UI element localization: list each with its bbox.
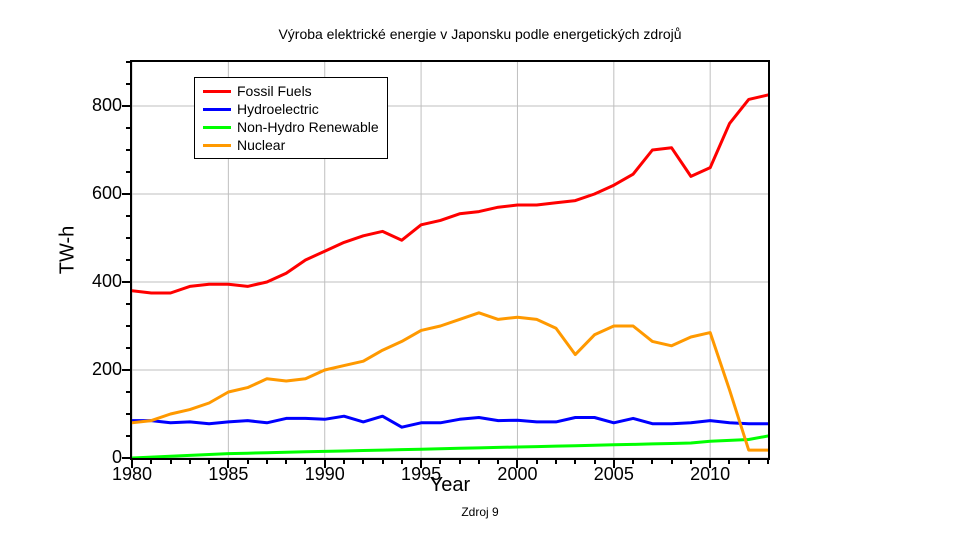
tick-mark xyxy=(122,105,130,107)
tick-mark xyxy=(126,83,130,85)
tick-mark xyxy=(401,460,403,464)
tick-mark xyxy=(126,347,130,349)
tick-mark xyxy=(208,460,210,464)
tick-mark xyxy=(126,127,130,129)
tick-mark xyxy=(536,460,538,464)
legend-swatch xyxy=(203,90,231,93)
legend-label: Fossil Fuels xyxy=(237,83,312,99)
legend-item: Non-Hydro Renewable xyxy=(203,118,379,136)
tick-mark xyxy=(478,460,480,464)
tick-mark xyxy=(555,460,557,464)
tick-mark xyxy=(343,460,345,464)
tick-mark xyxy=(227,460,229,468)
tick-mark xyxy=(594,460,596,464)
tick-mark xyxy=(126,413,130,415)
tick-mark xyxy=(439,460,441,464)
tick-mark xyxy=(671,460,673,464)
y-tick-label: 600 xyxy=(82,183,122,204)
tick-mark xyxy=(613,460,615,468)
tick-mark xyxy=(324,460,326,468)
caption-top: Výroba elektrické energie v Japonsku pod… xyxy=(0,26,960,42)
y-tick-label: 800 xyxy=(82,95,122,116)
tick-mark xyxy=(690,460,692,464)
tick-mark xyxy=(122,369,130,371)
tick-mark xyxy=(126,215,130,217)
legend-label: Hydroelectric xyxy=(237,101,319,117)
tick-mark xyxy=(126,149,130,151)
tick-mark xyxy=(126,303,130,305)
legend-label: Non-Hydro Renewable xyxy=(237,119,379,135)
tick-mark xyxy=(126,435,130,437)
tick-mark xyxy=(420,460,422,468)
tick-mark xyxy=(285,460,287,464)
y-axis-label: TW-h xyxy=(57,226,80,275)
tick-mark xyxy=(459,460,461,464)
tick-mark xyxy=(189,460,191,464)
tick-mark xyxy=(150,460,152,464)
legend: Fossil Fuels Hydroelectric Non-Hydro Renew… xyxy=(194,77,388,159)
tick-mark xyxy=(709,460,711,468)
tick-mark xyxy=(131,460,133,468)
tick-mark xyxy=(126,259,130,261)
tick-mark xyxy=(632,460,634,464)
y-tick-label: 200 xyxy=(82,359,122,380)
tick-mark xyxy=(748,460,750,464)
plot-area: Fossil Fuels Hydroelectric Non-Hydro Renew… xyxy=(130,60,770,460)
legend-swatch xyxy=(203,144,231,147)
tick-mark xyxy=(266,460,268,464)
tick-mark xyxy=(497,460,499,464)
tick-mark xyxy=(362,460,364,464)
caption-bottom: Zdroj 9 xyxy=(0,505,960,519)
legend-item: Hydroelectric xyxy=(203,100,379,118)
tick-mark xyxy=(382,460,384,464)
tick-mark xyxy=(122,193,130,195)
legend-label: Nuclear xyxy=(237,137,285,153)
legend-item: Nuclear xyxy=(203,136,379,154)
legend-swatch xyxy=(203,126,231,129)
tick-mark xyxy=(516,460,518,468)
tick-mark xyxy=(126,325,130,327)
tick-mark xyxy=(170,460,172,464)
legend-item: Fossil Fuels xyxy=(203,82,379,100)
tick-mark xyxy=(304,460,306,464)
tick-mark xyxy=(122,281,130,283)
chart-page: Výroba elektrické energie v Japonsku pod… xyxy=(0,0,960,540)
tick-mark xyxy=(574,460,576,464)
tick-mark xyxy=(126,171,130,173)
y-tick-label: 400 xyxy=(82,271,122,292)
tick-mark xyxy=(247,460,249,464)
tick-mark xyxy=(126,61,130,63)
tick-mark xyxy=(728,460,730,464)
tick-mark xyxy=(767,460,769,464)
tick-mark xyxy=(126,391,130,393)
legend-swatch xyxy=(203,108,231,111)
tick-mark xyxy=(122,457,130,459)
tick-mark xyxy=(651,460,653,464)
tick-mark xyxy=(126,237,130,239)
